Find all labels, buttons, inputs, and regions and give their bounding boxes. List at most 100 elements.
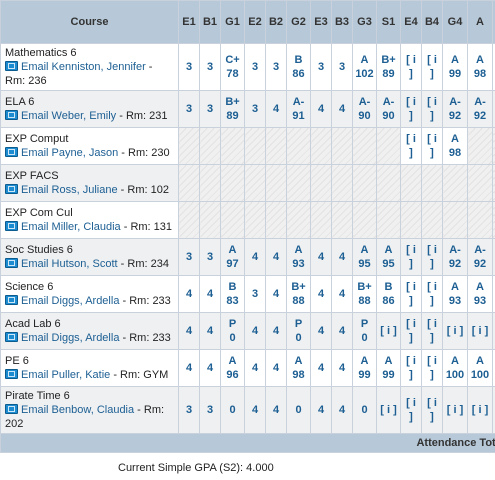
grade-cell-g1[interactable]: A 97 [220, 238, 245, 276]
grade-cell-b4[interactable]: [ i] [421, 386, 443, 434]
grade-cell-g2[interactable]: B 86 [286, 43, 311, 91]
grade-cell-e2[interactable]: 3 [244, 43, 266, 91]
grade-cell-b2[interactable]: 4 [265, 275, 287, 313]
grade-cell-b2[interactable]: 4 [265, 312, 287, 350]
grade-cell-b1[interactable]: 4 [199, 275, 221, 313]
grade-cell-g1[interactable]: B 83 [220, 275, 245, 313]
grade-cell-b3[interactable]: 4 [331, 312, 353, 350]
email-icon[interactable] [5, 295, 18, 306]
grade-cell-b1[interactable]: 4 [199, 312, 221, 350]
teacher-email-link[interactable]: Email Diggs, Ardella [21, 332, 120, 344]
grade-cell-a[interactable]: A 98 [467, 43, 493, 91]
grade-cell-e1[interactable]: 3 [178, 238, 200, 276]
grade-cell-g4[interactable]: A- 92 [442, 238, 468, 276]
email-icon[interactable] [5, 332, 18, 343]
grade-cell-b4[interactable]: [ i] [421, 349, 443, 387]
grade-cell-g2[interactable]: A 98 [286, 349, 311, 387]
term-header-g2[interactable]: G2 [286, 0, 311, 44]
grade-cell-e2[interactable]: 4 [244, 238, 266, 276]
teacher-email-link[interactable]: Email Benbow, Claudia [21, 404, 135, 416]
teacher-email-link[interactable]: Email Puller, Katie [21, 369, 111, 381]
email-icon[interactable] [5, 184, 18, 195]
grade-cell-g4[interactable]: A- 92 [442, 90, 468, 128]
grade-cell-g3[interactable]: A 102 [352, 43, 377, 91]
grade-cell-e4[interactable]: [ i] [400, 312, 422, 350]
term-header-e2[interactable]: E2 [244, 0, 266, 44]
grade-cell-g2[interactable]: 0 [286, 386, 311, 434]
attendance-totals[interactable]: Attendance Totals [0, 433, 495, 453]
grade-cell-b1[interactable]: 3 [199, 238, 221, 276]
grade-cell-e4[interactable]: [ i] [400, 275, 422, 313]
term-header-b1[interactable]: B1 [199, 0, 221, 44]
grade-cell-e3[interactable]: 4 [310, 349, 332, 387]
grade-cell-e3[interactable]: 4 [310, 90, 332, 128]
grade-cell-e2[interactable]: 4 [244, 312, 266, 350]
grade-cell-b1[interactable]: 3 [199, 43, 221, 91]
grade-cell-s1[interactable]: [ i ] [376, 312, 401, 350]
grade-cell-e1[interactable]: 3 [178, 90, 200, 128]
grade-cell-a[interactable]: A 100 [467, 349, 493, 387]
term-header-e3[interactable]: E3 [310, 0, 332, 44]
grade-cell-s1[interactable]: B 86 [376, 275, 401, 313]
grade-cell-a[interactable]: [ i ] [467, 386, 493, 434]
email-icon[interactable] [5, 258, 18, 269]
grade-cell-b1[interactable]: 4 [199, 349, 221, 387]
grade-cell-s1[interactable]: A 95 [376, 238, 401, 276]
grade-cell-g4[interactable]: [ i ] [442, 312, 468, 350]
grade-cell-b4[interactable]: [ i] [421, 238, 443, 276]
grade-cell-b2[interactable]: 3 [265, 43, 287, 91]
grade-cell-g2[interactable]: A 93 [286, 238, 311, 276]
grade-cell-b2[interactable]: 4 [265, 386, 287, 434]
grade-cell-e2[interactable]: 3 [244, 90, 266, 128]
grade-cell-b4[interactable]: [ i] [421, 90, 443, 128]
course-header[interactable]: Course [0, 0, 179, 44]
grade-cell-e3[interactable]: 4 [310, 275, 332, 313]
email-icon[interactable] [5, 369, 18, 380]
grade-cell-b4[interactable]: [ i] [421, 275, 443, 313]
grade-cell-e1[interactable]: 3 [178, 43, 200, 91]
grade-cell-e2[interactable]: 4 [244, 386, 266, 434]
teacher-email-link[interactable]: Email Kenniston, Jennifer [21, 61, 146, 73]
grade-cell-a[interactable]: A- 92 [467, 90, 493, 128]
term-header-g3[interactable]: G3 [352, 0, 377, 44]
grade-cell-g1[interactable]: 0 [220, 386, 245, 434]
term-header-b2[interactable]: B2 [265, 0, 287, 44]
teacher-email-link[interactable]: Email Hutson, Scott [21, 258, 118, 270]
term-header-a[interactable]: A [467, 0, 493, 44]
term-header-b4[interactable]: B4 [421, 0, 443, 44]
teacher-email-link[interactable]: Email Payne, Jason [21, 147, 119, 159]
grade-cell-g4[interactable]: A 93 [442, 275, 468, 313]
email-icon[interactable] [5, 61, 18, 72]
grade-cell-b2[interactable]: 4 [265, 349, 287, 387]
grade-cell-g2[interactable]: B+ 88 [286, 275, 311, 313]
grade-cell-g1[interactable]: A 96 [220, 349, 245, 387]
grade-cell-g3[interactable]: A- 90 [352, 90, 377, 128]
grade-cell-b4[interactable]: [ i] [421, 312, 443, 350]
grade-cell-s1[interactable]: B+ 89 [376, 43, 401, 91]
grade-cell-b4[interactable]: [ i] [421, 43, 443, 91]
grade-cell-e4[interactable]: [ i] [400, 127, 422, 165]
grade-cell-e1[interactable]: 4 [178, 312, 200, 350]
grade-cell-b3[interactable]: 4 [331, 386, 353, 434]
grade-cell-g1[interactable]: B+ 89 [220, 90, 245, 128]
grade-cell-e1[interactable]: 4 [178, 349, 200, 387]
term-header-g4[interactable]: G4 [442, 0, 468, 44]
grade-cell-e3[interactable]: 4 [310, 386, 332, 434]
grade-cell-e3[interactable]: 4 [310, 312, 332, 350]
grade-cell-e4[interactable]: [ i] [400, 43, 422, 91]
grade-cell-g3[interactable]: A 99 [352, 349, 377, 387]
grade-cell-e3[interactable]: 3 [310, 43, 332, 91]
teacher-email-link[interactable]: Email Diggs, Ardella [21, 295, 120, 307]
grade-cell-s1[interactable]: A 99 [376, 349, 401, 387]
grade-cell-b3[interactable]: 4 [331, 238, 353, 276]
teacher-email-link[interactable]: Email Miller, Claudia [21, 221, 121, 233]
term-header-s1[interactable]: S1 [376, 0, 401, 44]
grade-cell-e3[interactable]: 4 [310, 238, 332, 276]
grade-cell-b3[interactable]: 4 [331, 275, 353, 313]
grade-cell-a[interactable]: A 93 [467, 275, 493, 313]
grade-cell-e2[interactable]: 4 [244, 349, 266, 387]
grade-cell-g3[interactable]: A 95 [352, 238, 377, 276]
teacher-email-link[interactable]: Email Weber, Emily [21, 110, 117, 122]
